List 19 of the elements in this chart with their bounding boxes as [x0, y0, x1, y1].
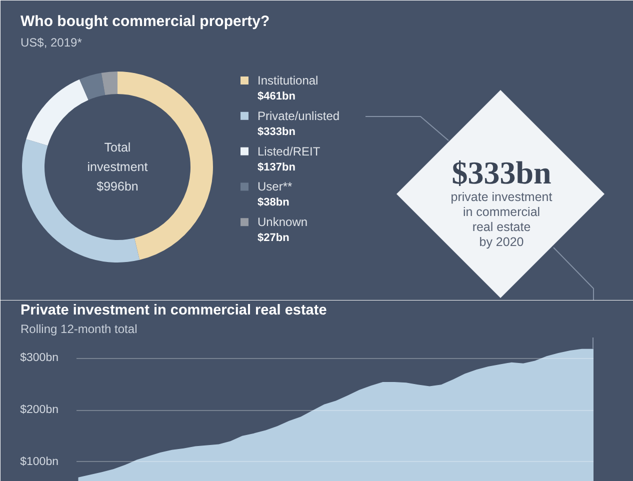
legend-label: Listed/REIT — [258, 144, 321, 158]
legend-label: User** — [258, 180, 293, 194]
legend-label: Unknown — [258, 215, 308, 230]
y-tick-label: $100bn — [20, 456, 58, 468]
chart-subtitle: Rolling 12-month total — [20, 322, 138, 336]
chart-title: Private investment in commercial real estate — [20, 302, 327, 318]
data-label: $27bn — [258, 232, 290, 244]
y-tick-label: $200bn — [20, 404, 58, 416]
data-label: $38bn — [258, 196, 290, 209]
legend-label: Private/unlisted — [258, 108, 340, 123]
chart-title: Who bought commercial property? — [20, 13, 270, 30]
text: $333bn private investment in commercial real estate by 2020 — [450, 154, 553, 249]
data-label: $137bn — [258, 161, 296, 174]
text: Total investment $996bn — [87, 140, 148, 194]
legend-label: Institutional — [258, 74, 318, 88]
data-label: $333bn — [258, 126, 296, 138]
chart-subtitle: US$, 2019* — [20, 36, 82, 50]
data-label: $461bn — [258, 90, 296, 102]
y-tick-label: $300bn — [20, 352, 58, 364]
